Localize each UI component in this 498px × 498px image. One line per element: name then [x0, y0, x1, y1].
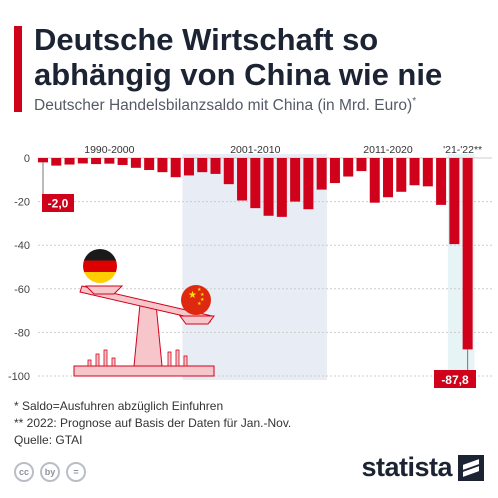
- seesaw-left-plate: [84, 285, 124, 295]
- page-title: Deutsche Wirtschaft so abhängig von Chin…: [34, 22, 443, 92]
- y-tick-label: 0: [24, 153, 30, 165]
- bar: [210, 158, 221, 174]
- seesaw-fulcrum: [133, 303, 163, 367]
- china-flag-icon: [181, 285, 211, 315]
- bar: [329, 158, 340, 184]
- germany-flag-stripe: [83, 272, 117, 283]
- bar: [170, 158, 181, 178]
- bar: [250, 158, 261, 209]
- seesaw-rod: [167, 351, 172, 367]
- bar: [51, 158, 62, 166]
- bar: [197, 158, 208, 173]
- seesaw-rod: [111, 357, 116, 367]
- bar: [130, 158, 141, 168]
- bar: [316, 158, 327, 190]
- bar: [223, 158, 234, 185]
- bar: [144, 158, 155, 170]
- bar: [64, 158, 75, 165]
- bar: [449, 158, 460, 245]
- bar: [462, 158, 473, 350]
- trade-balance-chart: 0 -20 -40 -60 -80 -100 1990-2000 2001-2010 2011-…: [8, 144, 492, 388]
- period-label: 2001-2010: [230, 144, 280, 156]
- seesaw-rod: [87, 359, 92, 367]
- no-derivatives-icon[interactable]: =: [66, 462, 86, 482]
- statista-mark-icon: [458, 454, 484, 481]
- last-value-label: -87,8: [441, 373, 469, 387]
- germany-flag-stripe: [83, 260, 117, 273]
- first-value-label: -2,0: [48, 197, 69, 211]
- bar: [91, 158, 102, 165]
- bar: [422, 158, 433, 187]
- subtitle-footnote-mark: *: [412, 96, 417, 107]
- seesaw-rod: [103, 349, 108, 367]
- bar: [104, 158, 115, 164]
- china-flag-star: ★: [197, 287, 202, 293]
- bar: [38, 158, 48, 163]
- last-value-label-box: [434, 370, 476, 388]
- first-value-label-box: [42, 194, 74, 212]
- y-tick-label: -40: [14, 240, 30, 252]
- china-flag-star: ★: [188, 290, 197, 301]
- footnote-1: * Saldo=Ausfuhren abzüglich Einfuhren: [14, 399, 224, 413]
- footnote-2: ** 2022: Prognose auf Basis der Daten fü…: [14, 416, 292, 430]
- title-accent-bar: [14, 26, 22, 112]
- bar: [117, 158, 128, 165]
- bar: [183, 158, 194, 176]
- brand-name: statista: [361, 452, 452, 482]
- bar: [263, 158, 274, 216]
- seesaw-illustration: ★ ★★★★: [73, 249, 215, 377]
- bar: [157, 158, 168, 173]
- bar: [383, 158, 394, 198]
- bar: [436, 158, 447, 205]
- bar: [77, 158, 88, 164]
- period-label: '21-'22**: [443, 144, 482, 156]
- y-tick-label: -60: [14, 284, 30, 296]
- bar: [396, 158, 407, 192]
- bar: [356, 158, 367, 172]
- chart-subtitle: Deutscher Handelsbilanzsaldo mit China (…: [34, 96, 484, 115]
- bar: [303, 158, 314, 210]
- seesaw-right-plate: [179, 315, 215, 325]
- period-label: 2011-2020: [363, 144, 413, 156]
- license-icons: cc by =: [14, 462, 86, 482]
- germany-flag-stripe: [83, 249, 117, 261]
- germany-flag-icon: [83, 249, 117, 283]
- creative-commons-icon[interactable]: cc: [14, 462, 34, 482]
- china-flag-star: ★: [200, 292, 205, 298]
- china-flag-star: ★: [200, 297, 205, 303]
- bar: [369, 158, 380, 203]
- seesaw-rod: [183, 355, 188, 367]
- bar: [237, 158, 248, 201]
- bar: [343, 158, 354, 177]
- attribution-icon[interactable]: by: [40, 462, 60, 482]
- period-label: 1990-2000: [84, 144, 134, 156]
- statista-logo[interactable]: statista: [361, 452, 484, 483]
- seesaw-base: [73, 365, 215, 377]
- bar: [409, 158, 420, 186]
- china-flag-star: ★: [197, 301, 202, 307]
- seesaw-rod: [175, 349, 180, 367]
- subtitle-text: Deutscher Handelsbilanzsaldo mit China (…: [34, 97, 413, 115]
- y-tick-label: -80: [14, 327, 30, 339]
- bar: [276, 158, 287, 217]
- source-note: Quelle: GTAI: [14, 433, 83, 447]
- footnotes: * Saldo=Ausfuhren abzüglich Einfuhren **…: [14, 398, 291, 449]
- y-tick-label: -20: [14, 197, 30, 209]
- bar: [290, 158, 301, 202]
- seesaw-rod: [95, 353, 100, 367]
- y-tick-label: -100: [8, 371, 30, 383]
